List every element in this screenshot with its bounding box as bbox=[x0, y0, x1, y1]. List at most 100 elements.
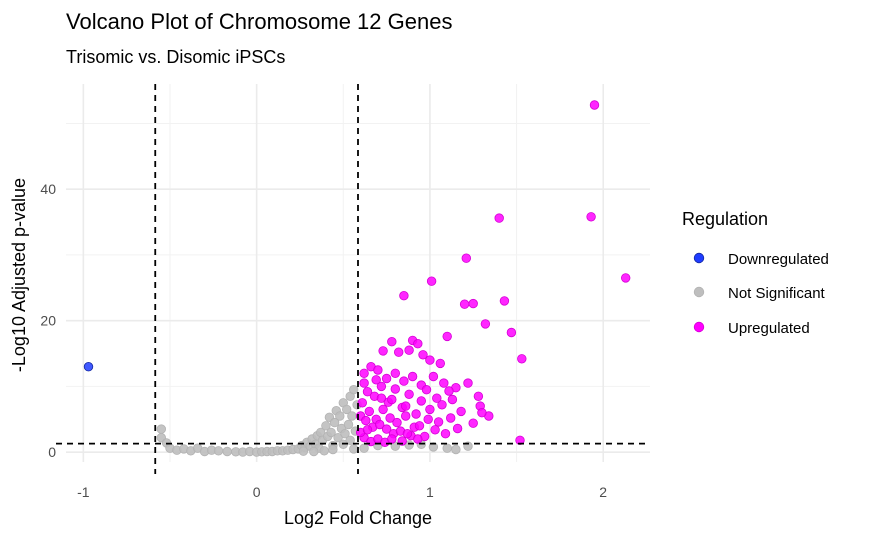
point-not-significant bbox=[428, 442, 439, 452]
point-upregulated bbox=[468, 418, 478, 428]
legend-key-not-significant bbox=[693, 286, 705, 298]
point-upregulated bbox=[586, 212, 596, 222]
point-upregulated bbox=[463, 378, 473, 388]
point-upregulated bbox=[499, 296, 510, 306]
point-upregulated bbox=[413, 434, 423, 444]
point-upregulated bbox=[390, 384, 401, 394]
point-upregulated bbox=[392, 417, 402, 428]
point-upregulated bbox=[494, 213, 504, 223]
x-tick-label: 2 bbox=[599, 484, 607, 500]
point-upregulated bbox=[375, 419, 385, 430]
y-tick-label: 20 bbox=[40, 313, 56, 329]
point-upregulated bbox=[421, 385, 432, 395]
point-not-significant bbox=[222, 446, 232, 457]
point-upregulated bbox=[378, 346, 388, 356]
point-upregulated bbox=[461, 253, 472, 263]
point-upregulated bbox=[440, 429, 451, 439]
y-axis-label: -Log10 Adjusted p-value bbox=[9, 178, 29, 372]
point-upregulated bbox=[378, 404, 388, 415]
x-tick-label: 1 bbox=[426, 484, 434, 500]
legend-label-not-significant: Not Significant bbox=[728, 285, 826, 302]
legend-key-downregulated bbox=[693, 252, 705, 264]
point-not-significant bbox=[309, 446, 319, 457]
point-upregulated bbox=[376, 393, 387, 403]
x-tick-label: 0 bbox=[253, 484, 261, 500]
point-upregulated bbox=[362, 387, 373, 397]
y-tick-label: 40 bbox=[40, 181, 56, 197]
point-not-significant bbox=[319, 446, 329, 456]
point-upregulated bbox=[432, 393, 442, 403]
point-upregulated bbox=[385, 413, 395, 423]
point-not-significant bbox=[326, 427, 336, 438]
point-upregulated bbox=[446, 413, 456, 423]
point-upregulated bbox=[444, 386, 454, 396]
point-upregulated bbox=[433, 417, 444, 427]
point-not-significant bbox=[329, 417, 340, 428]
point-upregulated bbox=[387, 337, 397, 347]
point-upregulated bbox=[359, 378, 369, 388]
point-upregulated bbox=[381, 424, 392, 434]
point-upregulated bbox=[430, 425, 440, 435]
point-not-significant bbox=[321, 421, 331, 431]
point-upregulated bbox=[401, 411, 411, 421]
point-upregulated bbox=[399, 291, 409, 301]
point-not-significant bbox=[347, 411, 357, 421]
point-upregulated bbox=[411, 409, 421, 419]
point-upregulated bbox=[394, 347, 404, 357]
point-upregulated bbox=[459, 299, 470, 309]
point-upregulated bbox=[437, 400, 447, 410]
point-upregulated bbox=[621, 273, 631, 283]
point-upregulated bbox=[401, 401, 411, 411]
point-upregulated bbox=[426, 276, 437, 286]
threshold-lines bbox=[56, 84, 650, 474]
point-upregulated bbox=[376, 381, 387, 392]
point-upregulated bbox=[439, 378, 449, 388]
point-not-significant bbox=[213, 446, 224, 456]
point-not-significant bbox=[328, 444, 338, 455]
point-upregulated bbox=[399, 376, 409, 386]
point-upregulated bbox=[452, 423, 463, 434]
point-not-significant bbox=[343, 419, 354, 430]
point-upregulated bbox=[480, 319, 491, 329]
point-not-significant bbox=[359, 443, 369, 453]
point-not-significant bbox=[345, 435, 355, 446]
point-upregulated bbox=[589, 100, 600, 110]
point-not-significant bbox=[335, 411, 345, 421]
point-upregulated bbox=[418, 350, 428, 360]
point-upregulated bbox=[404, 389, 414, 400]
point-not-significant bbox=[298, 446, 309, 456]
point-upregulated bbox=[428, 371, 439, 382]
point-not-significant bbox=[333, 433, 343, 443]
legend-key-upregulated bbox=[693, 321, 705, 333]
point-not-significant bbox=[451, 444, 461, 455]
legend-label-upregulated: Upregulated bbox=[728, 320, 810, 337]
point-not-significant bbox=[156, 424, 167, 434]
point-upregulated bbox=[447, 394, 458, 405]
point-upregulated bbox=[515, 435, 525, 446]
point-not-significant bbox=[340, 429, 350, 439]
point-upregulated bbox=[413, 339, 423, 349]
point-upregulated bbox=[364, 406, 375, 417]
point-upregulated bbox=[387, 434, 397, 444]
point-upregulated bbox=[506, 327, 517, 338]
x-axis-label: Log2 Fold Change bbox=[284, 508, 432, 528]
point-upregulated bbox=[402, 429, 413, 439]
chart-subtitle: Trisomic vs. Disomic iPSCs bbox=[66, 47, 285, 67]
point-upregulated bbox=[435, 358, 446, 369]
chart-title: Volcano Plot of Chromosome 12 Genes bbox=[66, 9, 452, 34]
legend: Regulation Downregulated Not Significant… bbox=[682, 209, 829, 337]
point-downregulated bbox=[83, 362, 94, 372]
point-upregulated bbox=[371, 375, 381, 385]
point-upregulated bbox=[373, 365, 383, 375]
point-upregulated bbox=[423, 414, 433, 425]
point-upregulated bbox=[390, 368, 401, 379]
point-upregulated bbox=[361, 415, 371, 426]
point-upregulated bbox=[404, 345, 414, 355]
legend-title: Regulation bbox=[682, 209, 768, 229]
point-upregulated bbox=[477, 408, 487, 418]
point-upregulated bbox=[442, 331, 452, 342]
point-upregulated bbox=[416, 396, 427, 406]
legend-label-downregulated: Downregulated bbox=[728, 251, 829, 268]
point-upregulated bbox=[456, 406, 466, 417]
